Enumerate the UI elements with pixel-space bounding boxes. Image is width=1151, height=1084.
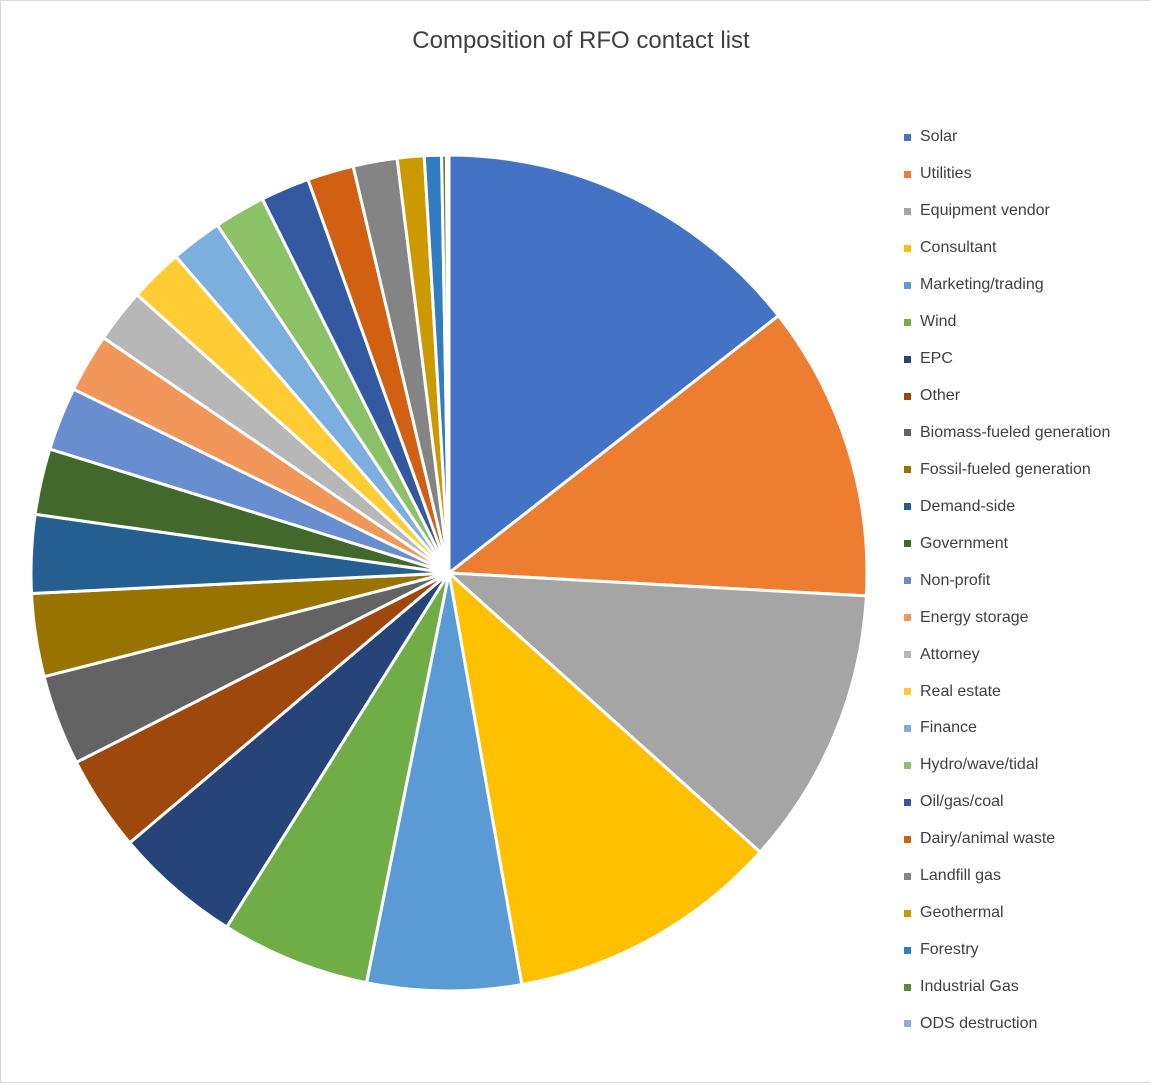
legend-swatch	[904, 392, 911, 400]
legend-swatch	[904, 133, 911, 141]
legend-swatch	[904, 1020, 911, 1028]
legend-label: Wind	[920, 313, 957, 331]
legend-label: Oil/gas/coal	[920, 793, 1004, 811]
legend-item: Dairy/animal waste	[904, 821, 1110, 858]
legend-label: Fossil-fueled generation	[920, 460, 1091, 478]
legend-item: Finance	[904, 710, 1110, 747]
legend-label: Landfill gas	[920, 867, 1001, 885]
legend-item: Industrial Gas	[904, 969, 1110, 1006]
legend-label: Biomass-fueled generation	[920, 423, 1111, 441]
legend-item: Geothermal	[904, 895, 1110, 932]
legend-swatch	[904, 577, 911, 585]
legend-item: Oil/gas/coal	[904, 784, 1110, 821]
legend-swatch	[904, 983, 911, 991]
legend-item: Forestry	[904, 932, 1110, 969]
legend-swatch	[904, 872, 911, 880]
legend-swatch	[904, 946, 911, 954]
legend-swatch	[904, 355, 911, 363]
legend-swatch	[904, 798, 911, 806]
legend-label: Real estate	[920, 682, 1001, 700]
legend-item: Biomass-fueled generation	[904, 415, 1110, 452]
legend-label: Geothermal	[920, 904, 1004, 922]
legend-item: ODS destruction	[904, 1006, 1110, 1043]
legend-item: Equipment vendor	[904, 193, 1110, 230]
legend-swatch	[904, 651, 911, 659]
legend-swatch	[904, 503, 911, 511]
legend-swatch	[904, 724, 911, 732]
legend-label: EPC	[920, 350, 953, 368]
legend-swatch	[904, 170, 911, 178]
legend-item: Government	[904, 525, 1110, 562]
legend-label: Consultant	[920, 239, 997, 257]
legend-label: Demand-side	[920, 497, 1016, 515]
legend-item: Utilities	[904, 156, 1110, 193]
legend-item: Marketing/trading	[904, 267, 1110, 304]
legend-label: Other	[920, 387, 961, 405]
legend-item: Non-profit	[904, 562, 1110, 599]
legend-swatch	[904, 761, 911, 769]
legend-item: Hydro/wave/tidal	[904, 747, 1110, 784]
legend-label: Industrial Gas	[920, 978, 1019, 996]
legend-label: Solar	[920, 128, 958, 146]
pie-slice-ods-destruction	[445, 153, 451, 575]
legend-item: Attorney	[904, 636, 1110, 673]
legend-item: Wind	[904, 304, 1110, 341]
legend-label: Forestry	[920, 941, 979, 959]
legend-label: Non-profit	[920, 571, 991, 589]
legend-label: ODS destruction	[920, 1014, 1038, 1032]
pie-slice-consultant	[447, 571, 762, 987]
legend-swatch	[904, 614, 911, 622]
legend-label: Government	[920, 534, 1009, 552]
legend-swatch	[904, 281, 911, 289]
legend-label: Equipment vendor	[920, 202, 1050, 220]
pie-slice-marketing-trading	[364, 571, 524, 993]
pie-slice-equipment-vendor	[447, 571, 868, 854]
chart-title: Composition of RFO contact list	[412, 27, 750, 54]
legend-label: Finance	[920, 719, 977, 737]
pie-slice-utilities	[447, 314, 869, 598]
legend-item: Fossil-fueled generation	[904, 451, 1110, 488]
legend-swatch	[904, 540, 911, 548]
legend-label: Energy storage	[920, 608, 1029, 626]
legend-swatch	[904, 244, 911, 252]
legend-swatch	[904, 909, 911, 917]
legend-swatch	[904, 688, 911, 696]
legend-swatch	[904, 318, 911, 326]
legend-label: Attorney	[920, 645, 980, 663]
legend-label: Dairy/animal waste	[920, 830, 1056, 848]
legend-swatch	[904, 466, 911, 474]
legend-item: Consultant	[904, 230, 1110, 267]
pie-slice-wind	[225, 571, 451, 985]
chart-legend: Solar Utilities Equipment vendor Consultant…	[904, 119, 1110, 1042]
legend-swatch	[904, 429, 911, 437]
legend-item: Real estate	[904, 673, 1110, 710]
legend-item: EPC	[904, 341, 1110, 378]
legend-item: Solar	[904, 119, 1110, 156]
legend-item: Landfill gas	[904, 858, 1110, 895]
legend-label: Marketing/trading	[920, 276, 1044, 294]
legend-label: Utilities	[920, 165, 972, 183]
legend-item: Other	[904, 378, 1110, 415]
legend-item: Demand-side	[904, 488, 1110, 525]
legend-label: Hydro/wave/tidal	[920, 756, 1039, 774]
legend-item: Energy storage	[904, 599, 1110, 636]
pie-slice-solar	[447, 153, 780, 575]
legend-swatch	[904, 207, 911, 215]
legend-swatch	[904, 835, 911, 843]
